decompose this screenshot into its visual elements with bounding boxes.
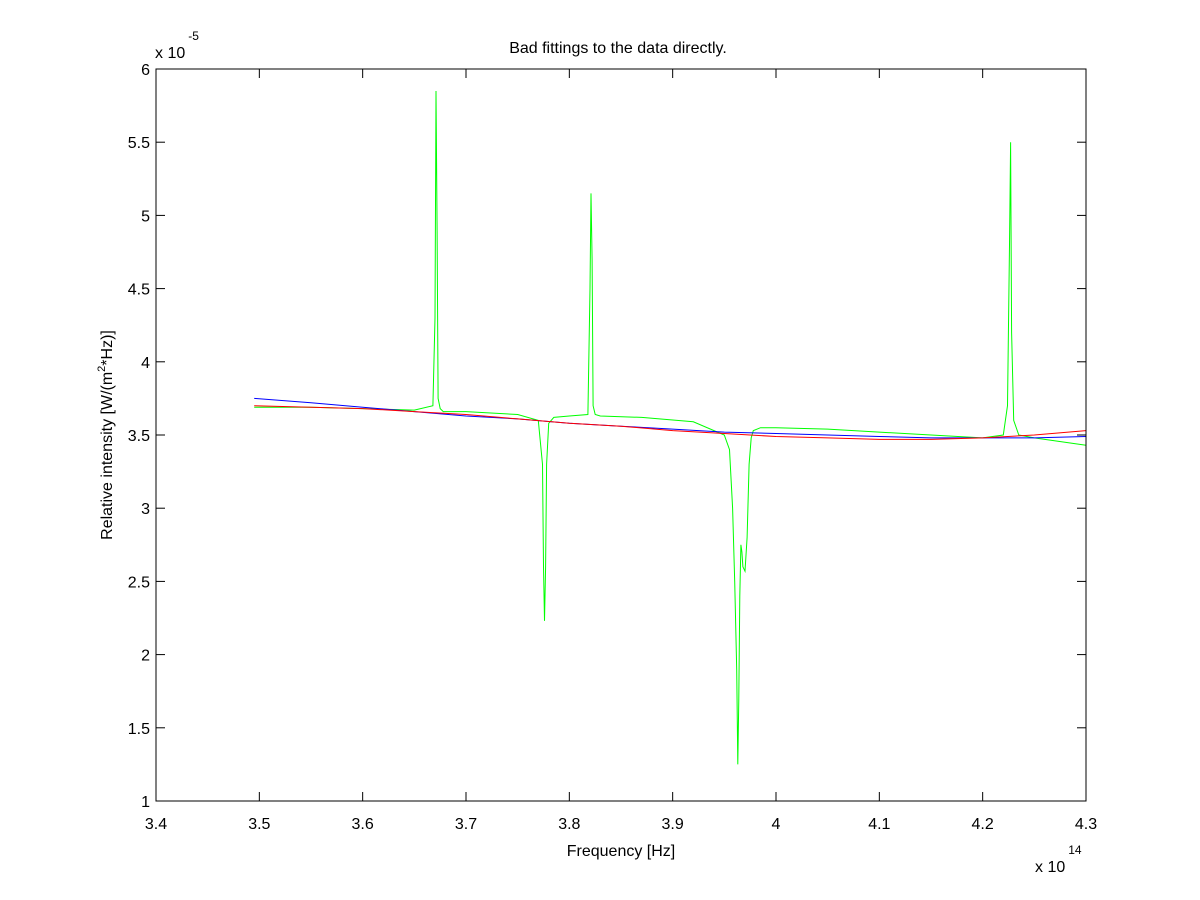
- series-layer: [254, 90, 1087, 765]
- x-tick-label-7: 4.1: [868, 816, 890, 833]
- x-axis-ticks: [155, 69, 1087, 801]
- y-axis-ticks: [156, 68, 1086, 802]
- x-tick-label-0: 3.4: [145, 816, 167, 833]
- y-tick-label-3: 2.5: [128, 574, 150, 591]
- y-tick-label-1: 1.5: [128, 721, 150, 738]
- x-axis-exponent-power: 14: [1068, 843, 1082, 857]
- y-tick-label-6: 4: [141, 355, 150, 372]
- chart-title: Bad fittings to the data directly.: [509, 40, 727, 57]
- x-tick-label-3: 3.7: [455, 816, 477, 833]
- x-tick-label-9: 4.3: [1075, 816, 1097, 833]
- x-axis-label: Frequency [Hz]: [567, 843, 675, 860]
- x-tick-label-4: 3.8: [558, 816, 580, 833]
- series-line-0: [254, 90, 1087, 765]
- x-axis-tick-labels: 3.4 3.5 3.6 3.7 3.8 3.9 4 4.1 4.2 4.3: [145, 816, 1097, 833]
- y-axis-exponent-power: -5: [188, 29, 199, 43]
- y-axis-tick-labels: 1 1.5 2 2.5 3 3.5 4 4.5 5 5.5 6: [128, 62, 150, 811]
- y-tick-label-0: 1: [141, 794, 150, 811]
- y-axis-exponent-base: x 10: [155, 45, 185, 62]
- y-axis-label: Relative intensity [W/(m2*Hz)]: [96, 330, 116, 540]
- y-tick-label-4: 3: [141, 501, 150, 518]
- x-tick-label-5: 3.9: [662, 816, 684, 833]
- x-tick-label-8: 4.2: [972, 816, 994, 833]
- series-line-2: [254, 405, 1087, 440]
- x-axis-exponent-base: x 10: [1035, 859, 1065, 876]
- y-axis-exponent: x 10-5: [155, 29, 199, 62]
- x-tick-label-2: 3.6: [352, 816, 374, 833]
- y-tick-label-10: 6: [141, 62, 150, 79]
- y-tick-label-9: 5.5: [128, 135, 150, 152]
- y-axis-label-superscript: 2: [96, 366, 108, 372]
- y-tick-label-8: 5: [141, 208, 150, 225]
- y-tick-label-2: 2: [141, 648, 150, 665]
- x-tick-label-1: 3.5: [248, 816, 270, 833]
- y-tick-label-5: 3.5: [128, 428, 150, 445]
- x-tick-label-6: 4: [772, 816, 781, 833]
- x-axis-exponent: x 1014: [1035, 843, 1082, 876]
- y-axis-label-main: Relative intensity [W/(m: [99, 372, 116, 540]
- y-tick-label-7: 4.5: [128, 282, 150, 299]
- y-axis-label-tail: *Hz)]: [99, 330, 116, 366]
